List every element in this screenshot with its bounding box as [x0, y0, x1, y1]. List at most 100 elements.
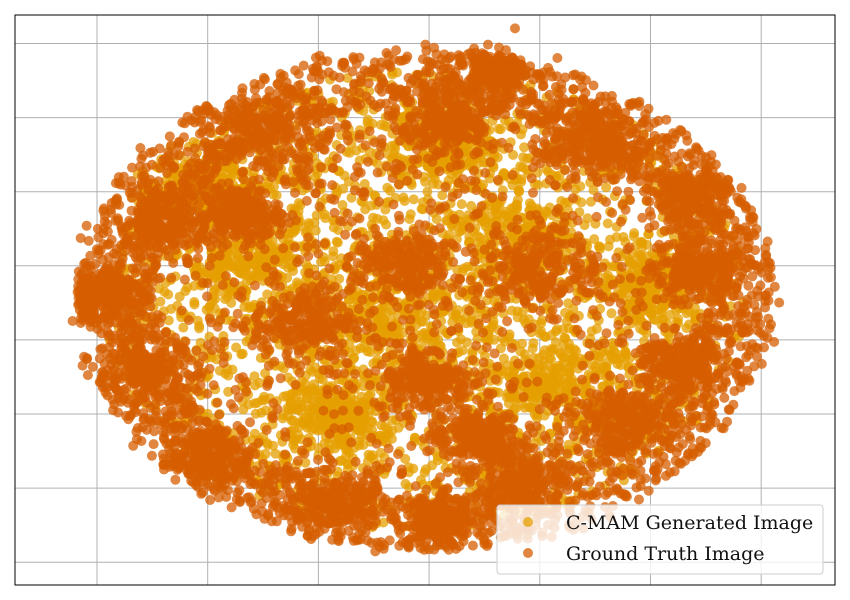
data-point: [507, 180, 518, 191]
data-point: [528, 338, 539, 349]
data-point: [205, 495, 216, 505]
data-point: [736, 182, 747, 193]
data-point: [550, 326, 561, 337]
data-point: [304, 414, 315, 425]
data-point: [526, 402, 536, 413]
data-point: [220, 368, 231, 379]
data-point: [421, 333, 431, 344]
data-point: [612, 359, 623, 369]
data-point: [420, 464, 431, 475]
data-point: [332, 237, 343, 248]
data-point: [250, 380, 261, 391]
data-point: [236, 349, 247, 360]
data-point: [498, 353, 509, 364]
data-point: [320, 213, 331, 224]
data-point: [227, 261, 238, 272]
data-point: [300, 387, 310, 398]
data-point: [422, 186, 433, 197]
data-point: [303, 218, 314, 229]
data-point: [319, 438, 330, 449]
data-point: [408, 194, 419, 205]
data-point: [593, 355, 604, 366]
data-point: [417, 204, 428, 215]
data-point: [606, 308, 617, 319]
data-point: [570, 184, 581, 195]
data-point: [362, 114, 373, 125]
data-point: [194, 320, 205, 331]
data-point: [334, 273, 345, 284]
data-point: [593, 241, 604, 252]
data-point: [624, 254, 635, 265]
data-point: [405, 209, 416, 220]
data-point: [515, 161, 526, 172]
data-point: [314, 373, 325, 384]
data-point: [519, 142, 530, 153]
data-point: [382, 182, 393, 193]
data-point: [155, 296, 166, 307]
data-point: [588, 185, 599, 196]
data-point: [288, 415, 298, 426]
data-point: [358, 440, 369, 450]
data-point: [328, 246, 339, 257]
data-point: [628, 231, 639, 242]
data-point: [586, 326, 597, 337]
data-point: [398, 192, 409, 203]
data-point: [501, 392, 512, 403]
data-point: [337, 200, 348, 210]
data-point: [450, 309, 461, 320]
data-point: [311, 210, 322, 221]
data-point: [603, 270, 613, 281]
data-point: [400, 453, 411, 464]
data-point: [375, 119, 386, 130]
data-point: [516, 174, 527, 185]
data-point: [646, 308, 656, 319]
data-point: [606, 349, 617, 360]
data-point: [178, 322, 189, 333]
plot-points: [67, 23, 785, 557]
data-point: [164, 131, 175, 142]
data-point: [642, 239, 652, 250]
data-point: [400, 478, 411, 489]
data-point: [381, 219, 392, 230]
data-point: [270, 448, 281, 459]
data-point: [282, 372, 293, 383]
data-point: [288, 266, 298, 276]
data-point: [367, 417, 378, 428]
data-point: [182, 282, 193, 293]
data-point: [533, 179, 544, 190]
data-point: [452, 337, 462, 348]
data-point: [602, 218, 613, 229]
data-point: [355, 425, 366, 436]
data-point: [154, 283, 165, 294]
data-point: [368, 212, 379, 223]
data-point: [546, 344, 557, 354]
data-point: [382, 424, 393, 434]
data-point: [249, 398, 260, 409]
data-point: [284, 404, 295, 415]
data-point: [530, 393, 541, 404]
data-point: [226, 297, 237, 308]
data-point: [565, 360, 576, 371]
data-point: [209, 303, 220, 314]
data-point: [475, 232, 486, 243]
data-point: [306, 424, 317, 435]
data-point: [511, 199, 522, 210]
data-point: [189, 299, 200, 310]
data-point: [559, 352, 569, 363]
data-point: [464, 231, 475, 242]
data-point: [298, 60, 309, 71]
data-point: [252, 256, 263, 267]
data-point: [456, 199, 467, 210]
data-point: [174, 291, 185, 302]
data-point: [515, 346, 526, 357]
data-point: [495, 124, 506, 135]
data-point: [206, 352, 217, 363]
data-point: [262, 438, 273, 448]
data-point: [518, 152, 529, 163]
data-point: [278, 391, 289, 402]
data-point: [363, 449, 374, 460]
data-point: [250, 408, 261, 419]
data-point: [437, 190, 448, 201]
data-point: [719, 392, 730, 403]
